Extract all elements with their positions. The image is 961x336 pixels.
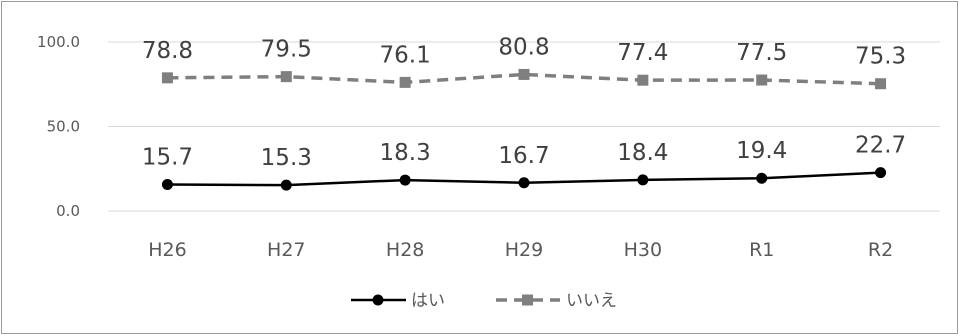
y-tick-label: 50.0 [47,118,80,136]
x-tick-label: H26 [148,239,186,261]
data-point [161,72,173,84]
data-point [875,78,887,90]
data-label: 76.1 [380,42,431,68]
data-label: 18.4 [617,140,668,166]
x-tick-label: H27 [267,239,305,261]
data-point [518,68,530,80]
data-point [518,177,530,189]
data-label: 16.7 [498,143,549,169]
data-label: 19.4 [736,138,787,164]
data-point [399,76,411,88]
data-label: 15.7 [142,144,193,170]
data-label: 80.8 [498,34,549,60]
x-tick-label: H28 [386,239,424,261]
data-point [756,172,768,184]
data-point [399,174,411,186]
legend-label: いいえ [566,291,617,311]
data-point [637,74,649,86]
data-point [875,167,887,179]
data-point [280,71,292,83]
data-label: 22.7 [855,133,906,159]
data-label: 75.3 [855,44,906,70]
legend-marker [372,294,384,306]
x-tick-label: H29 [505,239,543,261]
legend-label: はい [411,291,445,311]
legend: はい いいえ [351,291,617,311]
x-tick-label: R1 [749,239,774,261]
data-point [280,179,292,191]
data-label: 77.5 [736,40,787,66]
data-label: 79.5 [261,37,312,63]
data-point [161,178,173,190]
data-label: 77.4 [617,40,668,66]
x-tick-label: H30 [624,239,662,261]
data-label: 78.8 [142,38,193,64]
data-point [637,174,649,186]
data-label: 18.3 [380,140,431,166]
legend-marker [522,294,533,306]
x-tick-label: R2 [868,239,893,261]
data-point [756,74,768,86]
y-tick-label: 100.0 [37,33,80,51]
data-label: 15.3 [261,145,312,171]
y-tick-label: 0.0 [56,202,80,220]
